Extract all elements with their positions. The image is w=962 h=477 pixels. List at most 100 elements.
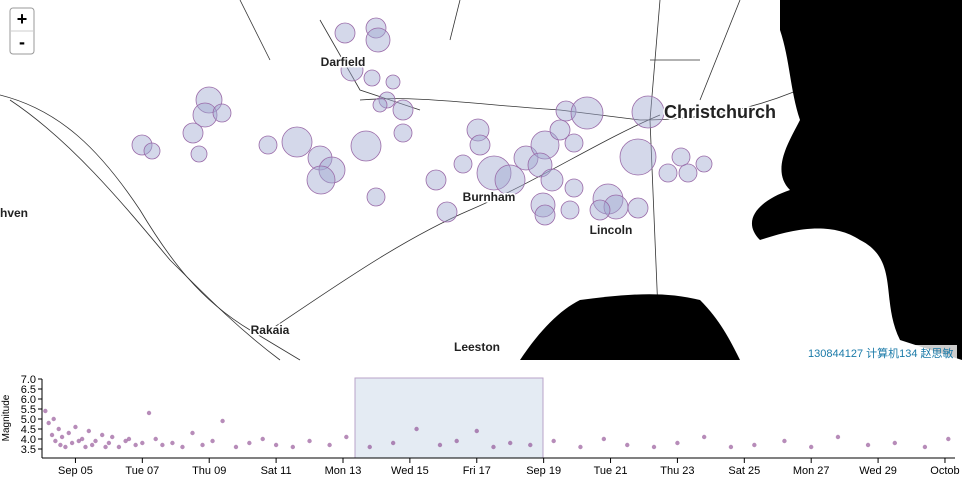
zoom-in[interactable]: + [17, 9, 28, 29]
quake-bubble [392, 99, 414, 121]
quake-point [210, 438, 215, 444]
x-tick-label: Thu 23 [660, 465, 694, 477]
quake-point [99, 432, 105, 438]
roads [0, 0, 821, 361]
map: Darfield Christchurch Burnham Lincoln Ra… [0, 0, 962, 361]
y-tick-label: 5.0 [21, 414, 36, 426]
quake-bubble [678, 163, 698, 183]
quake-point [123, 438, 128, 444]
quake-bubble [671, 147, 691, 167]
y-tick-label: 4.0 [21, 434, 36, 446]
quake-point [528, 442, 533, 448]
quake-point [49, 432, 55, 438]
quake-point [491, 444, 496, 450]
quake-point [58, 442, 63, 448]
x-tick-label: Mon 27 [793, 465, 830, 477]
quake-bubble [307, 145, 333, 171]
quake-point [79, 436, 85, 442]
quake-point [260, 436, 265, 442]
quake-bubble [540, 168, 564, 192]
quake-point [307, 438, 312, 444]
x-tick-label: Wed 29 [859, 465, 897, 477]
quake-point [146, 410, 152, 416]
quake-point [133, 442, 138, 448]
place-label: Burnham [463, 190, 516, 204]
y-tick-label: 4.5 [21, 424, 36, 436]
quake-point [454, 438, 459, 444]
zoom-out[interactable]: - [19, 32, 25, 52]
quake-bubble [318, 156, 346, 184]
quake-bubble [281, 126, 313, 158]
quake-bubble [306, 165, 336, 195]
quake-bubble [592, 183, 624, 215]
quake-point [892, 440, 898, 446]
quake-point [180, 444, 185, 450]
quake-point [153, 436, 158, 442]
quake-bubbles [131, 17, 713, 226]
quake-bubble [131, 134, 153, 156]
quake-bubble [182, 122, 204, 144]
quake-point [808, 444, 814, 450]
quake-point [106, 440, 112, 446]
quake-bubble [530, 130, 560, 160]
quake-point [86, 428, 92, 434]
quake-point [651, 444, 657, 450]
sea [751, 0, 962, 360]
quake-point [835, 434, 841, 440]
place-label: Rakaia [251, 323, 290, 337]
quake-bubble [476, 155, 512, 191]
quake-point [73, 424, 78, 430]
quake-bubble [436, 201, 458, 223]
place-label: Lincoln [590, 223, 633, 237]
x-tick-label: Mon 13 [325, 465, 362, 477]
y-axis-label: Magnitude [1, 394, 12, 441]
x-tick-label: Thu 09 [192, 465, 226, 477]
quake-point [103, 444, 108, 450]
quake-bubble [564, 178, 584, 198]
quake-bubble [695, 155, 713, 173]
quake-point [414, 426, 419, 432]
quake-point [578, 444, 583, 450]
place-label: hven [0, 206, 28, 220]
quake-bubble [334, 22, 356, 44]
quake-bubble [494, 164, 526, 196]
quake-bubble [425, 169, 447, 191]
quake-point [76, 438, 81, 444]
sea [520, 294, 740, 360]
y-tick-label: 5.5 [21, 404, 36, 416]
quake-point [390, 440, 396, 446]
quake-bubble [192, 102, 218, 128]
y-tick-label: 6.0 [21, 394, 36, 406]
quake-point [53, 438, 58, 444]
quake-point [51, 416, 56, 422]
quake-point [160, 442, 165, 448]
quake-bubble [393, 123, 413, 143]
brush-selection[interactable] [354, 377, 544, 459]
quake-point [170, 440, 175, 446]
quake-bubble [212, 103, 232, 123]
quake-bubble [190, 145, 208, 163]
y-tick-label: 7.0 [21, 374, 36, 386]
quake-point [782, 438, 787, 444]
quake-point [126, 436, 132, 442]
x-tick-label: Sep 05 [58, 465, 93, 477]
quake-bubble [589, 199, 611, 221]
quake-point [190, 430, 195, 436]
x-tick-label: Wed 15 [391, 465, 429, 477]
quake-bubble [340, 58, 364, 82]
quake-bubble [258, 135, 278, 155]
quake-bubble [363, 69, 381, 87]
quake-point [43, 408, 48, 414]
quake-point [290, 444, 296, 450]
quake-point [508, 440, 513, 446]
x-tick-label: Fri 17 [463, 465, 491, 477]
x-tick-label: Sep 19 [526, 465, 561, 477]
quake-bubble [469, 134, 491, 156]
quake-bubble [350, 130, 382, 162]
zoom-control: + - [9, 7, 35, 55]
quake-bubble [570, 96, 604, 130]
quake-bubble [564, 133, 584, 153]
place-label: Leeston [454, 340, 500, 354]
quake-point [46, 420, 51, 426]
